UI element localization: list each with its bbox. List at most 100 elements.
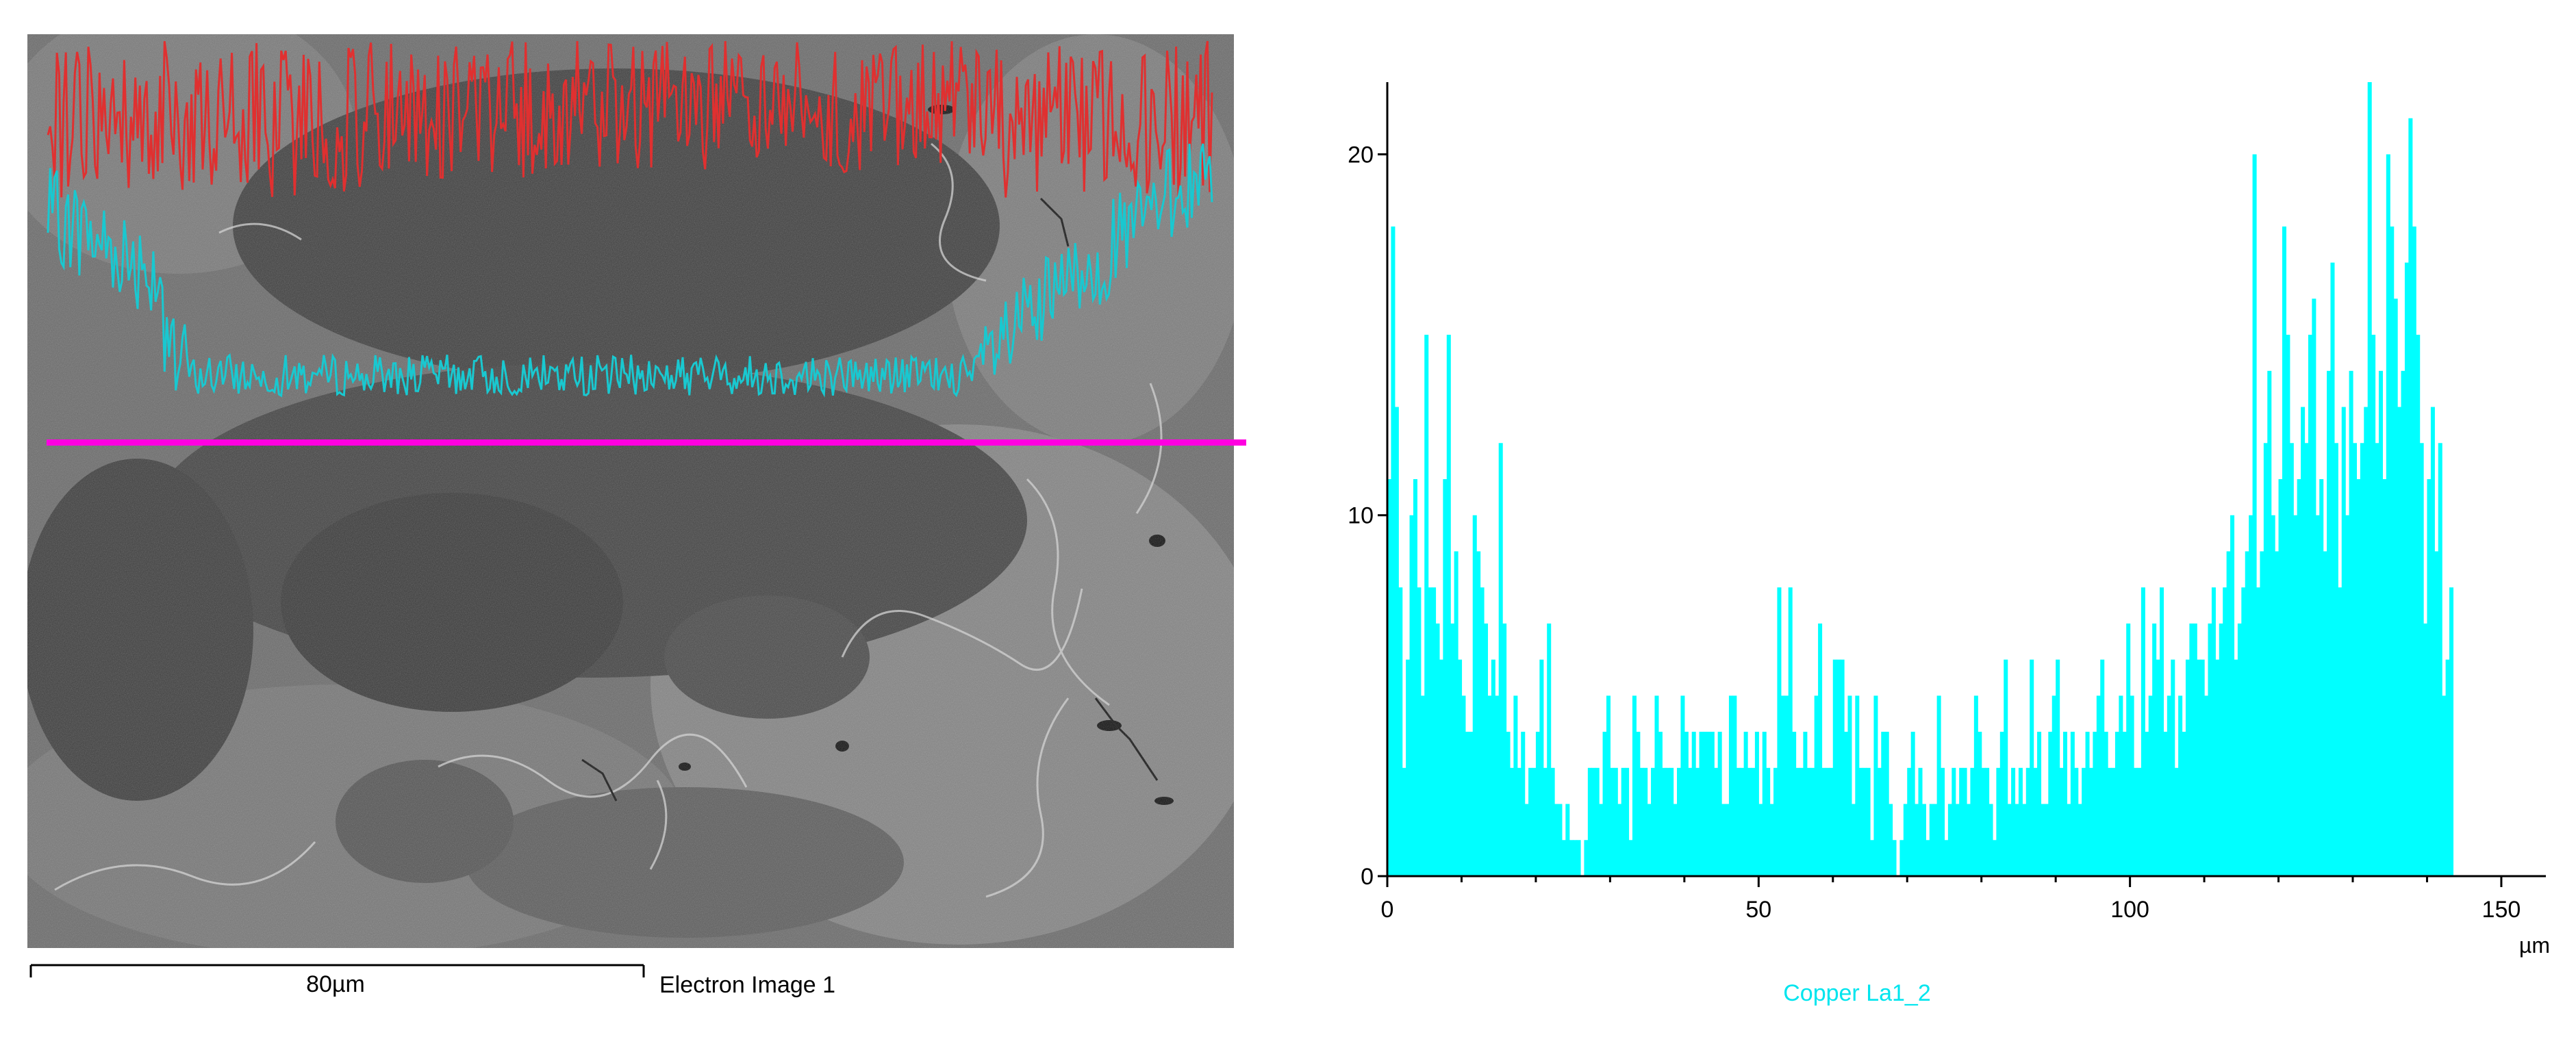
histogram-bar [2360,443,2364,876]
histogram-bar [1513,695,1518,876]
histogram-bar [2041,804,2045,876]
image-caption: Electron Image 1 [659,972,835,998]
histogram-bar [2267,370,2272,876]
histogram-bar [1595,767,1600,876]
histogram-bar [2367,82,2372,876]
micrograph [27,34,1234,948]
histogram-bar [1432,587,1437,876]
histogram-bar [2163,732,2168,876]
histogram-bar [2226,551,2231,876]
histogram-bar [2260,551,2264,876]
bars-layer [1387,82,2454,877]
histogram-bar [2056,659,2060,876]
histogram-bar [2271,515,2275,876]
histogram-bar [2382,479,2387,876]
histogram-bar [2011,767,2016,876]
histogram-bar [1873,695,1878,876]
histogram-bar [1970,767,1975,876]
histogram-bar [1524,804,1529,876]
cyan-linescan-trace [47,143,1213,398]
histogram-bar [2063,732,2068,876]
histogram-bar [1806,767,1811,876]
histogram-bar [2018,767,2023,876]
histogram-bar [1398,587,1403,876]
histogram-bar [2293,515,2298,876]
histogram-bar [2022,804,2027,876]
histogram-bar [1658,732,1663,876]
histogram-bar [1558,804,1563,876]
y-tick-label: 20 [1348,142,1374,168]
histogram-bar [1941,767,1945,876]
histogram-bar [1569,840,1574,876]
histogram-bar [2082,767,2086,876]
histogram-bar [2241,587,2246,876]
histogram-bar [1428,587,1432,876]
histogram-bar [1967,804,1971,876]
histogram-bar [2208,623,2212,876]
histogram-bar [1721,804,1726,876]
histogram-bar [1487,695,1492,876]
histogram-bar [1747,767,1752,876]
histogram-bar [2104,732,2108,876]
histogram-bar [2189,623,2194,876]
histogram-bar [2051,695,2056,876]
histogram-bar [1918,767,1923,876]
histogram-bar [2252,154,2257,876]
histogram-bar [1784,695,1789,876]
histogram-bar [1936,695,1941,876]
histogram-bar [1450,623,1455,876]
histogram-bar [1952,767,1956,876]
histogram-bar [1439,659,1443,876]
histogram-bar [2353,443,2358,876]
histogram-bar [2219,623,2223,876]
histogram-bar [1476,551,1481,876]
histogram-bar [1480,587,1485,876]
histogram-bar [1394,407,1399,876]
histogram-bar [2245,551,2249,876]
histogram-bar [2171,659,2175,876]
histogram-bar [2312,298,2316,876]
histogram-bar [1810,767,1815,876]
histogram-bar [1736,767,1741,876]
electron-image-panel: 80µm Electron Image 1 [0,0,1267,1034]
histogram-bar [2237,623,2242,876]
histogram-bar [2301,407,2306,876]
histogram-bar [1955,804,1960,876]
histogram-bar [1907,767,1912,876]
histogram-bar [2349,370,2353,876]
histogram-bar [2137,767,2142,876]
histogram-bar [2445,659,2450,876]
y-tick-label: 0 [1361,864,1374,890]
histogram-bar [1677,767,1682,876]
histogram-bar [1613,767,1618,876]
histogram-bar [2404,262,2409,876]
histogram-bar [1521,732,1526,876]
histogram-bar [2088,767,2093,876]
histogram-bar [2401,370,2405,876]
histogram-bar [2442,695,2447,876]
histogram-bar [2282,226,2286,877]
red-linescan-trace [47,40,1213,198]
histogram-bar [2390,226,2395,877]
histogram-bar [1847,695,1852,876]
histogram-bar [1799,767,1804,876]
histogram-bar [2386,154,2390,876]
histogram-bar [1910,732,1915,876]
histogram-bar [1915,804,1919,876]
histogram-bar [2096,695,2101,876]
histogram-bar [2423,623,2428,876]
histogram-bar [2070,732,2075,876]
histogram-bar [1903,804,1908,876]
histogram-bar [2114,732,2119,876]
histogram-bar [2249,515,2253,876]
histogram-bar [2315,515,2320,876]
histogram-bar [2126,623,2131,876]
y-tick-label: 10 [1348,503,1374,529]
histogram-bar [1636,732,1641,876]
histogram-bar [1769,804,1774,876]
histogram-bar [1602,732,1607,876]
histogram-bar [1665,767,1670,876]
histogram-bar [1484,623,1489,876]
histogram-bar [1795,767,1800,876]
histogram-bar [2085,732,2090,876]
